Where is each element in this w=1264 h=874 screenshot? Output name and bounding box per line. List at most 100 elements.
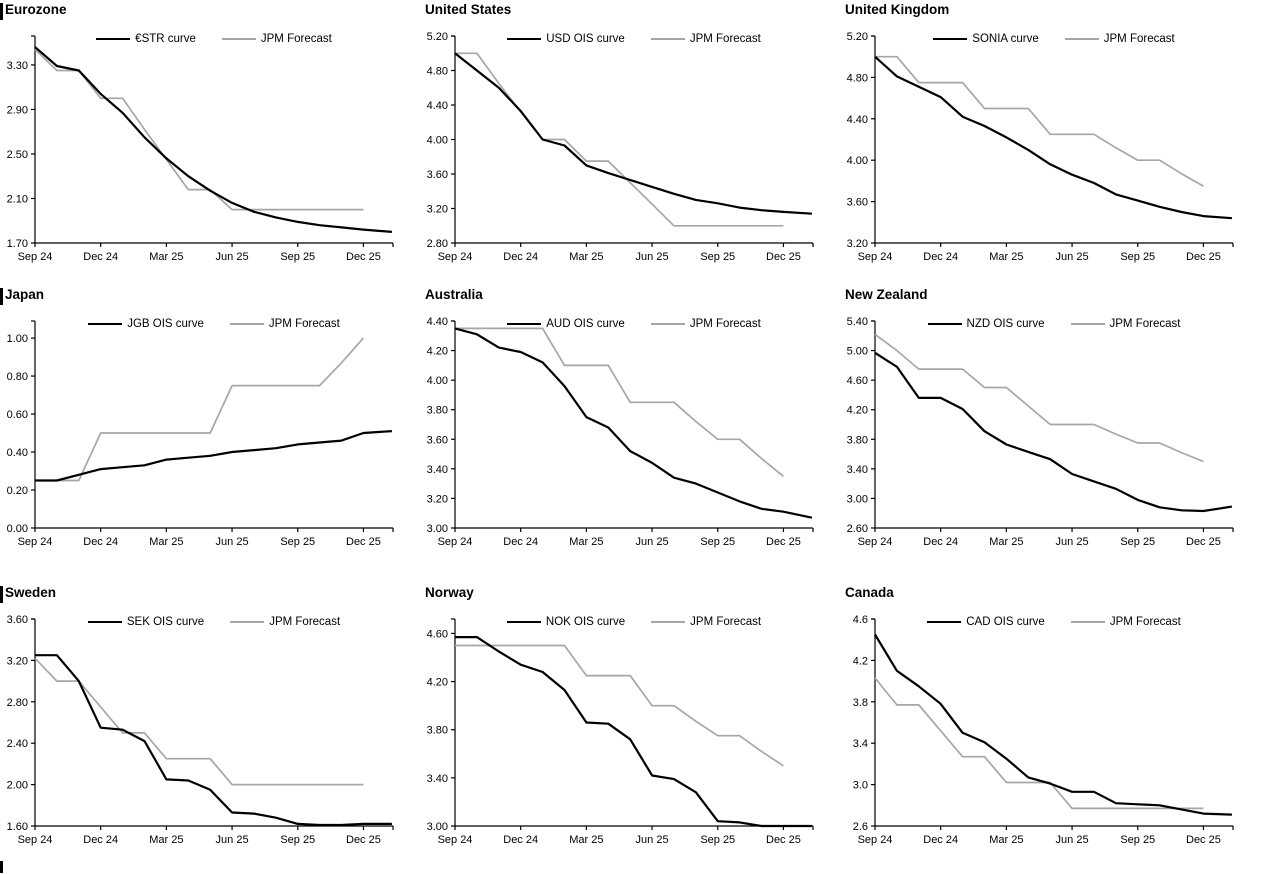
line-chart: 3.00 3.20 3.40 3.60 3.80 4.00 4.20 4.40 Sep 24 De… [427, 316, 814, 548]
y-tick-label: 2.00 [7, 780, 28, 792]
y-tick-label: 2.60 [847, 523, 868, 535]
y-tick-label: 1.70 [7, 238, 28, 250]
y-tick-label: 3.80 [427, 405, 448, 417]
page-edge-mark [0, 861, 3, 873]
x-tick-label: Sep 24 [438, 251, 473, 263]
y-tick-label: 0.40 [7, 447, 28, 459]
section-edge-mark [0, 3, 3, 20]
y-tick-label: 4.6 [853, 614, 868, 626]
line-chart: 2.80 3.20 3.60 4.00 4.40 4.80 5.20 Sep 24 Dec 24… [427, 31, 814, 263]
y-tick-label: 4.40 [427, 100, 448, 112]
x-tick-label: Mar 25 [569, 251, 603, 263]
y-tick-label: 4.60 [847, 375, 868, 387]
y-tick-label: 3.20 [427, 493, 448, 505]
y-tick-label: 4.40 [427, 316, 448, 328]
y-tick-label: 3.60 [7, 614, 28, 626]
x-tick-label: Sep 25 [700, 251, 735, 263]
x-tick-label: Mar 25 [989, 251, 1023, 263]
x-tick-label: Jun 25 [216, 834, 249, 846]
y-tick-label: 3.40 [427, 464, 448, 476]
y-tick-label: 4.00 [427, 375, 448, 387]
y-tick-label: 3.60 [427, 434, 448, 446]
y-tick-label: 2.80 [427, 238, 448, 250]
x-tick-label: Dec 24 [923, 834, 958, 846]
chart-title: Eurozone [5, 2, 67, 17]
y-tick-label: 2.10 [7, 193, 28, 205]
chart-box: Japan JGB OIS curve JPM Forecast 0.00 0.2… [0, 285, 421, 576]
y-tick-label: 4.2 [853, 655, 868, 667]
x-tick-label: Mar 25 [569, 834, 603, 846]
x-tick-label: Dec 24 [83, 251, 118, 263]
x-tick-label: Mar 25 [149, 536, 183, 548]
y-tick-label: 4.60 [427, 628, 448, 640]
section-edge-mark [0, 288, 3, 305]
series-line-forecast [34, 657, 364, 786]
series-line-forecast [34, 48, 364, 211]
x-tick-label: Sep 24 [858, 251, 893, 263]
x-tick-label: Sep 24 [858, 834, 893, 846]
chart-box: Norway NOK OIS curve JPM Forecast 3.00 3.… [420, 583, 841, 874]
x-tick-label: Sep 25 [1120, 536, 1155, 548]
x-tick-label: Dec 25 [1186, 536, 1221, 548]
x-tick-label: Dec 24 [83, 536, 118, 548]
series-line-curve [874, 633, 1232, 816]
series-line-forecast [455, 327, 784, 477]
chart-box: Eurozone €STR curve JPM Forecast 1.70 2.1… [0, 0, 421, 291]
chart-panel-8: Norway NOK OIS curve JPM Forecast 3.00 3.… [420, 570, 840, 873]
line-chart: 2.6 3.0 3.4 3.8 4.2 4.6 Sep 24 Dec 24 Mar 25 Jun … [853, 614, 1234, 846]
y-tick-label: 4.80 [847, 72, 868, 84]
x-tick-label: Dec 24 [923, 251, 958, 263]
y-tick-label: 3.60 [847, 197, 868, 209]
y-tick-label: 3.20 [427, 204, 448, 216]
x-tick-label: Sep 24 [18, 834, 53, 846]
series-line-forecast [875, 55, 1204, 187]
y-tick-label: 3.0 [853, 780, 868, 792]
x-tick-label: Sep 24 [438, 536, 473, 548]
chart-title: Australia [425, 287, 483, 302]
x-tick-label: Dec 25 [766, 536, 801, 548]
x-tick-label: Dec 24 [83, 834, 118, 846]
x-tick-label: Mar 25 [569, 536, 603, 548]
chart-box: New Zealand NZD OIS curve JPM Forecast 2… [840, 285, 1261, 576]
x-tick-label: Sep 24 [18, 251, 53, 263]
line-chart: 2.60 3.00 3.40 3.80 4.20 4.60 5.00 5.40 Sep 24 De… [847, 316, 1234, 548]
chart-panel-2: United States USD OIS curve JPM Forecast… [420, 0, 840, 285]
x-tick-label: Dec 25 [1186, 251, 1221, 263]
x-tick-label: Sep 24 [858, 536, 893, 548]
y-tick-label: 3.4 [853, 738, 868, 750]
chart-panel-1: Eurozone €STR curve JPM Forecast 1.70 2.1… [0, 0, 420, 285]
series-line-curve [874, 55, 1232, 220]
y-tick-label: 3.40 [427, 773, 448, 785]
chart-box: Canada CAD OIS curve JPM Forecast 2.6 3.0… [840, 583, 1261, 874]
y-tick-label: 2.6 [853, 821, 868, 833]
x-tick-label: Sep 25 [1120, 834, 1155, 846]
y-tick-label: 5.00 [847, 346, 868, 358]
chart-panel-5: Australia AUD OIS curve JPM Forecast 3.0… [420, 285, 840, 570]
y-tick-label: 0.80 [7, 371, 28, 383]
y-tick-label: 2.80 [7, 697, 28, 709]
y-tick-label: 3.80 [427, 725, 448, 737]
y-tick-label: 4.20 [427, 346, 448, 358]
y-tick-label: 4.00 [427, 135, 448, 147]
series-line-curve [34, 46, 392, 233]
x-tick-label: Sep 25 [280, 834, 315, 846]
x-tick-label: Dec 25 [766, 834, 801, 846]
x-tick-label: Dec 24 [923, 536, 958, 548]
y-tick-label: 3.00 [427, 821, 448, 833]
x-tick-label: Sep 25 [1120, 251, 1155, 263]
y-tick-label: 3.40 [847, 464, 868, 476]
x-tick-label: Dec 24 [503, 251, 538, 263]
series-line-forecast [874, 677, 1204, 810]
y-tick-label: 2.50 [7, 149, 28, 161]
series-line-curve [35, 430, 392, 482]
x-tick-label: Sep 25 [280, 251, 315, 263]
chart-box: United Kingdom SONIA curve JPM Forecast … [840, 0, 1261, 291]
line-chart: 1.60 2.00 2.40 2.80 3.20 3.60 Sep 24 Dec 24 Mar … [7, 614, 394, 846]
x-tick-label: Mar 25 [989, 536, 1023, 548]
y-tick-label: 3.60 [427, 169, 448, 181]
y-tick-label: 3.8 [853, 697, 868, 709]
y-tick-label: 1.00 [7, 333, 28, 345]
series-line-curve [874, 351, 1233, 513]
y-tick-label: 3.30 [7, 60, 28, 72]
x-tick-label: Dec 24 [503, 536, 538, 548]
